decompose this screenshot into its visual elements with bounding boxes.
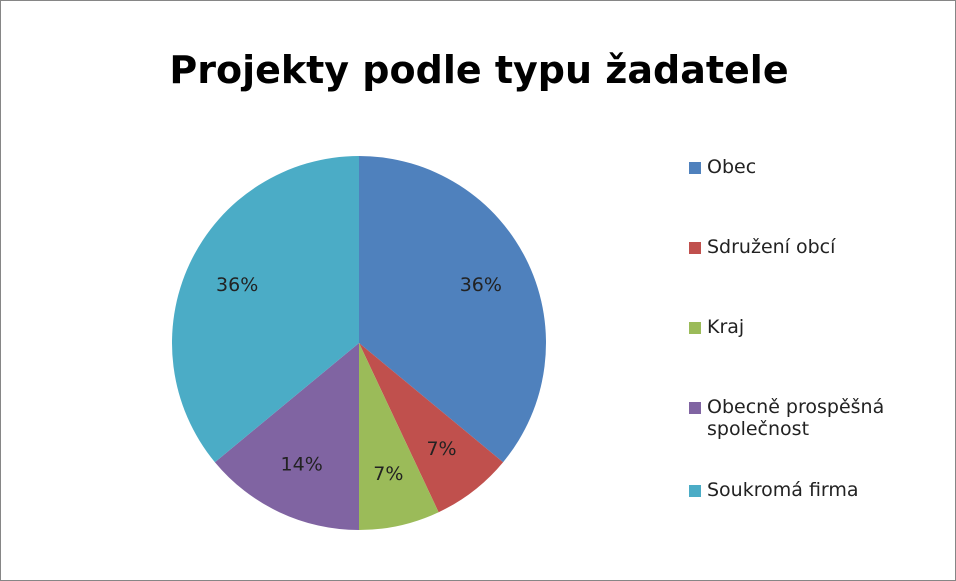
- pie-slice: [171, 156, 359, 463]
- pie-slice: [359, 343, 504, 513]
- legend-item: Sdružení obcí: [689, 236, 939, 258]
- pie-slice: [359, 156, 546, 463]
- legend-label: Obecně prospěšná společnost: [707, 396, 885, 440]
- legend-label: Soukromá firma: [707, 479, 859, 501]
- legend-item: Obec: [689, 156, 939, 178]
- legend-label: Sdružení obcí: [707, 236, 836, 258]
- data-label: 14%: [281, 453, 323, 475]
- legend-swatch: [689, 402, 701, 414]
- data-label: 7%: [373, 463, 403, 485]
- legend-item: Soukromá firma: [689, 479, 939, 501]
- legend-swatch: [689, 322, 701, 334]
- legend-label: Kraj: [707, 316, 745, 338]
- pie-slice: [214, 343, 359, 530]
- legend-item: Kraj: [689, 316, 939, 338]
- chart-title: Projekty podle typu žadatele: [169, 48, 788, 92]
- legend-label: Obec: [707, 156, 757, 178]
- legend-swatch: [689, 162, 701, 174]
- data-label: 36%: [460, 274, 502, 296]
- data-label: 7%: [426, 438, 456, 460]
- legend-swatch: [689, 485, 701, 497]
- data-label: 36%: [216, 274, 258, 296]
- pie-slice: [359, 343, 439, 530]
- legend-item: Obecně prospěšná společnost: [689, 396, 939, 440]
- legend-swatch: [689, 242, 701, 254]
